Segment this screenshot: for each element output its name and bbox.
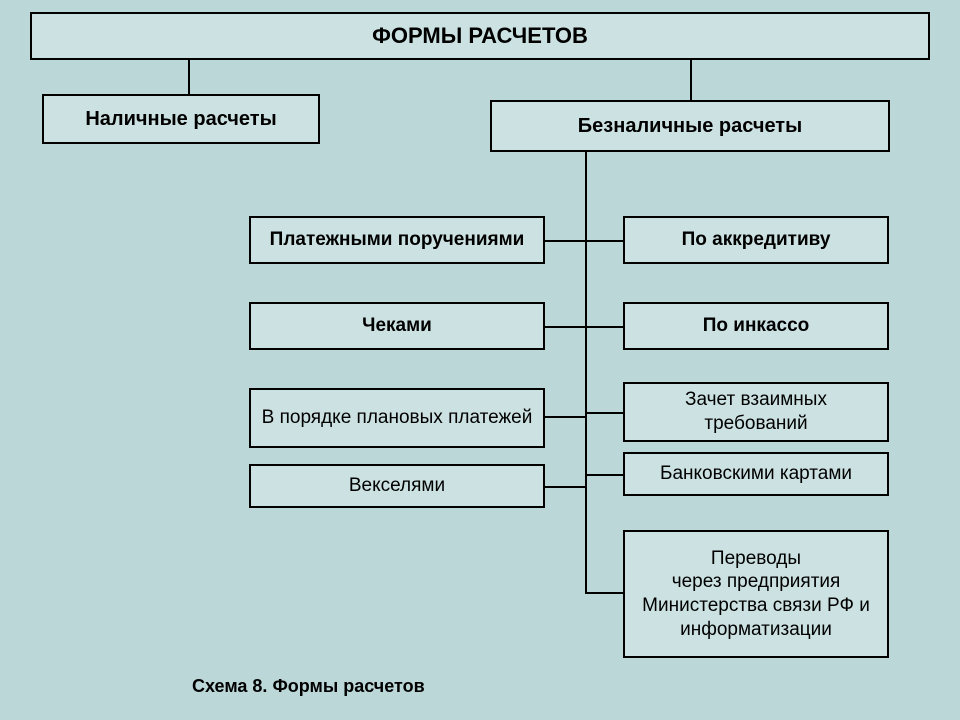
node-label: Безналичные расчеты	[578, 114, 802, 139]
node-planned: В порядке плановых платежей	[249, 388, 545, 448]
node-label: ФОРМЫ РАСЧЕТОВ	[372, 22, 588, 50]
node-label: В порядке плановых платежей	[262, 406, 533, 430]
node-payorder: Платежными поручениями	[249, 216, 545, 264]
node-cheques: Чеками	[249, 302, 545, 350]
node-noncash: Безналичные расчеты	[490, 100, 890, 152]
diagram-caption: Схема 8. Формы расчетов	[192, 676, 425, 697]
node-cash: Наличные расчеты	[42, 94, 320, 144]
connector	[188, 60, 190, 94]
node-root: ФОРМЫ РАСЧЕТОВ	[30, 12, 930, 60]
connector	[585, 152, 587, 594]
node-label: Векселями	[349, 474, 445, 498]
node-label: По инкассо	[703, 314, 810, 338]
connector	[545, 486, 587, 488]
node-label: Переводы через предприятия Министерства …	[633, 547, 879, 642]
connector	[585, 474, 623, 476]
node-cards: Банковскими картами	[623, 452, 889, 496]
diagram-canvas: ФОРМЫ РАСЧЕТОВ Наличные расчеты Безналич…	[0, 0, 960, 720]
node-label: Зачет взаимных требований	[633, 388, 879, 436]
node-offset: Зачет взаимных требований	[623, 382, 889, 442]
node-bills: Векселями	[249, 464, 545, 508]
node-label: По аккредитиву	[682, 228, 831, 252]
node-label: Платежными поручениями	[270, 228, 525, 252]
node-incasso: По инкассо	[623, 302, 889, 350]
connector	[690, 60, 692, 100]
connector	[585, 412, 623, 414]
node-label: Чеками	[362, 314, 432, 338]
connector	[545, 326, 623, 328]
connector	[585, 592, 623, 594]
node-transfers: Переводы через предприятия Министерства …	[623, 530, 889, 658]
connector	[545, 416, 587, 418]
node-label: Наличные расчеты	[85, 107, 276, 132]
node-accred: По аккредитиву	[623, 216, 889, 264]
connector	[545, 240, 623, 242]
node-label: Банковскими картами	[660, 462, 852, 486]
